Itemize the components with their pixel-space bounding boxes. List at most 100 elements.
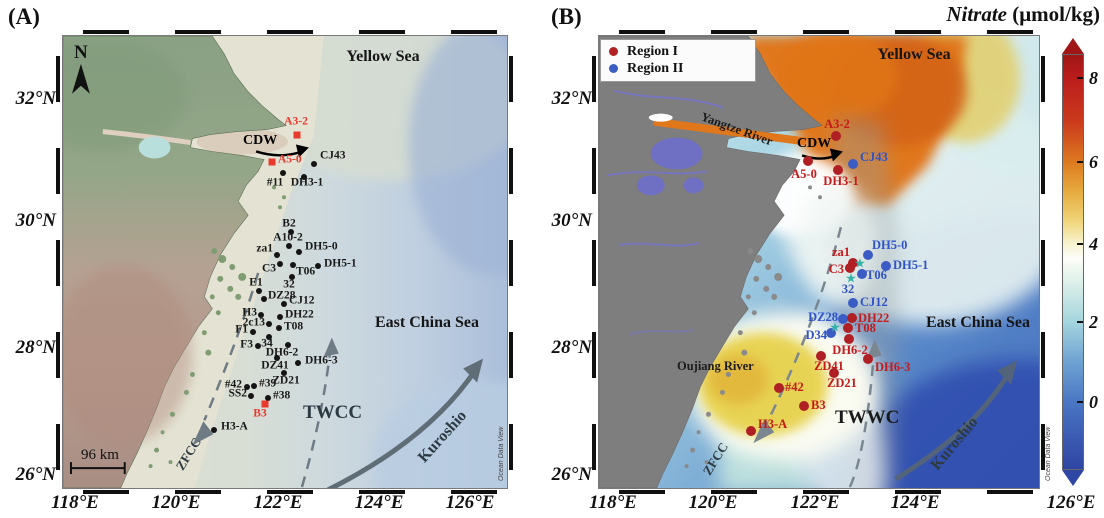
region-2-dot-icon — [609, 64, 618, 73]
station-marker-DH6-2 — [285, 342, 291, 348]
region-1-label: Region I — [627, 43, 678, 59]
cdw-arrowhead — [829, 148, 843, 162]
station-marker-F3 — [255, 343, 261, 349]
odv-watermark-a: Ocean Data View — [498, 426, 505, 481]
station-label-ZD21: ZD21 — [272, 374, 300, 387]
station-label-H3-A: H3-A — [221, 420, 248, 433]
station-label-DH6-2: DH6-2 — [832, 342, 868, 357]
frame-tick-strip — [509, 34, 513, 490]
station-marker-E1 — [256, 288, 262, 294]
station-marker-DH22 — [277, 314, 283, 320]
station-marker-ZD21 — [281, 370, 287, 376]
station-label-DH6-3: DH6-3 — [875, 359, 911, 374]
land-terrain-shading — [63, 265, 193, 445]
station-label-H3: H3 — [242, 306, 257, 319]
station-label-SS2: SS2 — [228, 387, 247, 400]
station-label-B2: B2 — [282, 217, 296, 230]
legend-row-region-1: Region I — [609, 43, 749, 60]
station-label-32: 32 — [283, 278, 295, 291]
station-label-CJ43: CJ43 — [320, 149, 346, 162]
kuroshio-arrow-line — [894, 371, 1012, 482]
lat-label-a-32n: 32°N — [15, 88, 56, 109]
station-label-F3: F3 — [240, 338, 253, 351]
map-panel-a: N Yellow Sea East China Sea CDW TWCC ZFC… — [62, 35, 508, 489]
region-1-dot-icon — [609, 47, 618, 56]
kuroshio-arrowhead — [463, 358, 484, 383]
frame-tick-strip — [61, 30, 509, 34]
lon-label-b-118e: 118°E — [589, 492, 637, 513]
station-marker-DH6-3 — [863, 354, 873, 364]
station-label-DH5-1: DH5-1 — [324, 257, 357, 270]
station-marker-za1 — [274, 252, 280, 258]
station-marker-2c13 — [266, 321, 272, 327]
frame-tick-strip — [56, 34, 60, 490]
estuary-turbid-water — [196, 128, 288, 155]
lon-label-a-124e: 124°E — [354, 492, 404, 513]
frame-tick-strip — [61, 490, 509, 494]
station-label-A5-0: A5-0 — [278, 153, 302, 166]
station-label-CJ43: CJ43 — [860, 149, 888, 164]
coastal-islands — [148, 185, 286, 469]
lon-label-a-120e: 120°E — [151, 492, 201, 513]
station-marker-#11 — [280, 170, 286, 176]
rivers — [606, 89, 724, 336]
southeast-water-patch — [371, 379, 507, 488]
station-marker-CJ43 — [311, 161, 317, 167]
station-marker-CJ43 — [848, 159, 858, 169]
colorbar-tick-mark — [1077, 320, 1083, 323]
station-marker-DH6-3 — [295, 360, 301, 366]
colorbar-tick-mark — [1077, 243, 1083, 246]
kuroshio-arrowhead — [997, 360, 1018, 385]
colorbar-tick-mark — [1077, 161, 1083, 164]
station-label-T06: T06 — [866, 267, 887, 282]
lat-label-b-30n: 30°N — [551, 210, 592, 231]
lat-label-a-26n: 26°N — [15, 464, 56, 485]
station-marker-H3 — [258, 312, 264, 318]
twwc-current-arrowhead — [866, 339, 882, 359]
station-label-CJ12: CJ12 — [289, 294, 315, 307]
station-label-DH5-0: DH5-0 — [872, 237, 908, 252]
station-label-za1: za1 — [831, 244, 850, 259]
panel-a-tag: (A) — [8, 4, 40, 29]
station-marker-T06 — [857, 269, 867, 279]
station-marker-ZD21 — [829, 368, 839, 378]
colorbar-title-unit: (μmol/kg) — [1007, 2, 1100, 26]
station-label-B3: B3 — [253, 407, 267, 420]
station-marker-D34 — [826, 328, 836, 338]
station-label-F1: F1 — [235, 323, 248, 336]
station-marker-DZ41 — [274, 355, 280, 361]
station-marker-#42 — [244, 384, 250, 390]
yellow-sea-label: Yellow Sea — [346, 48, 420, 65]
station-label-B3: B3 — [811, 397, 826, 412]
panel-a-map-graphic — [63, 36, 507, 488]
lon-label-b-126e: 126°E — [1046, 492, 1096, 513]
nitrate-high-patch — [778, 36, 898, 121]
station-label-A3-2: A3-2 — [824, 116, 850, 131]
station-marker-#39 — [251, 383, 257, 389]
station-label-za1: za1 — [256, 242, 273, 255]
station-label-T06: T06 — [296, 265, 316, 278]
kuroshio-arrow-line — [326, 369, 478, 488]
cdw-arrowhead — [295, 144, 309, 158]
station-label-34: 34 — [261, 337, 273, 350]
station-label-T08: T08 — [284, 320, 304, 333]
river-white-patch — [648, 113, 673, 122]
lon-label-b-120e: 120°E — [688, 492, 738, 513]
station-label-H3-A: H3-A — [758, 416, 788, 431]
colorbar-title: Nitrate (μmol/kg) — [840, 2, 1100, 27]
star-marker: ★ — [845, 271, 857, 287]
star-marker: ★ — [829, 320, 841, 336]
north-arrow-icon — [71, 63, 90, 94]
colorbar-max-arrow — [1062, 38, 1084, 54]
oujiang-river-label: Oujiang River — [677, 359, 754, 373]
twcc-current-arrowhead — [323, 337, 339, 357]
station-marker-F1 — [250, 329, 256, 335]
station-marker-DH22 — [847, 313, 857, 323]
frame-tick-strip — [1041, 34, 1045, 490]
scale-bar — [69, 462, 126, 475]
station-marker-H3-A — [746, 426, 756, 436]
region-legend: Region I Region II — [600, 39, 756, 82]
station-label-T08: T08 — [855, 320, 876, 335]
station-marker-B3 — [261, 400, 269, 408]
station-marker-DH6-2 — [844, 334, 854, 344]
